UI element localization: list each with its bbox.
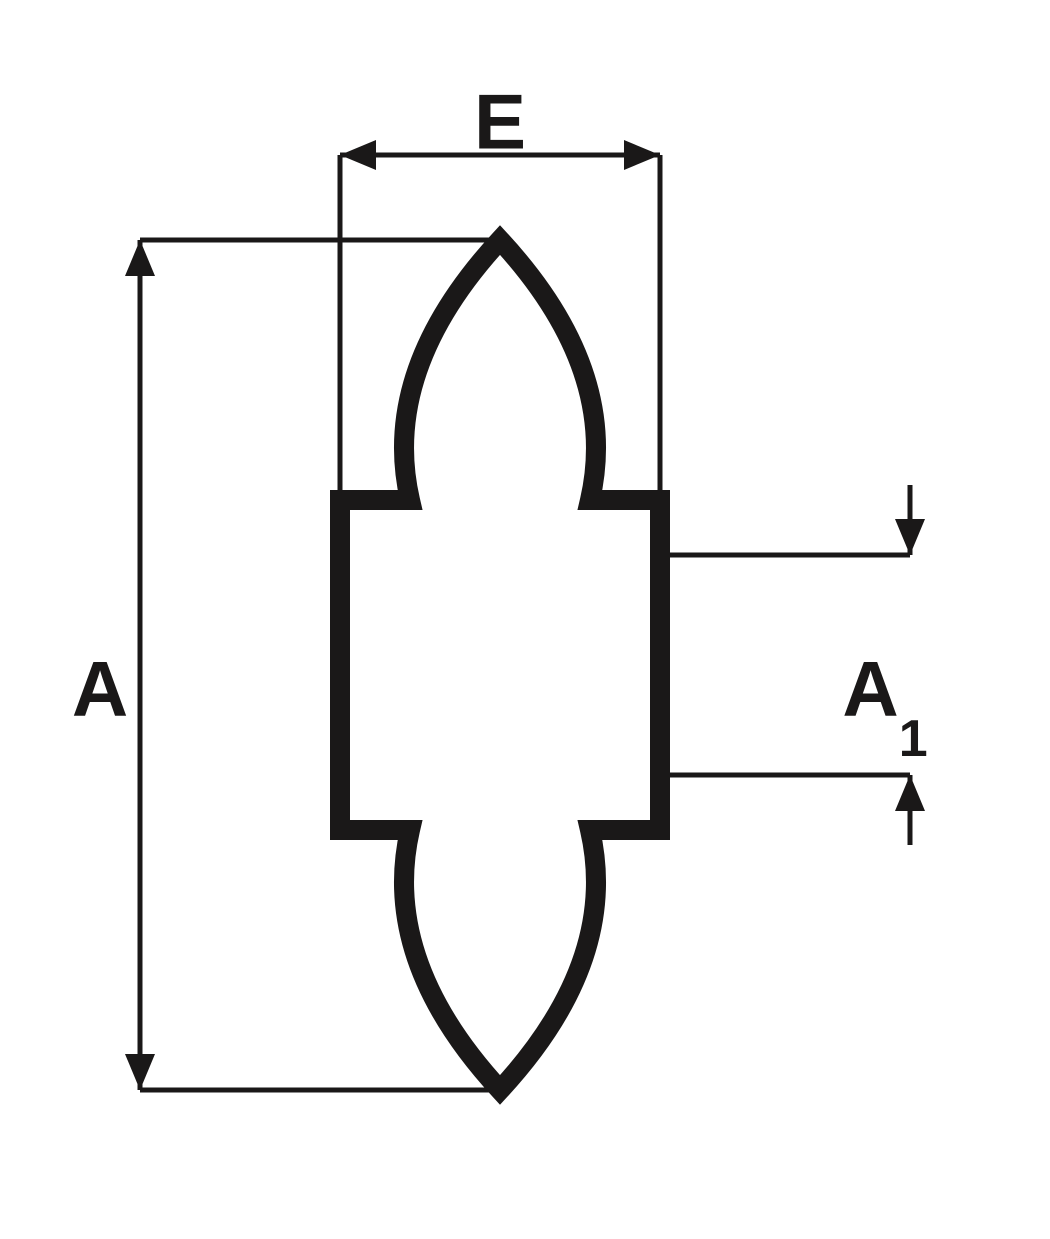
arrowhead [340, 140, 376, 170]
label-E: E [474, 78, 526, 166]
arrowhead [125, 240, 155, 276]
profile-outline [340, 240, 660, 1090]
arrowhead [895, 519, 925, 555]
dimension-diagram: E A A1 [0, 0, 1050, 1239]
label-A1-sub: 1 [899, 710, 928, 768]
label-A: A [72, 645, 128, 733]
label-A1: A1 [842, 645, 927, 768]
arrowhead [624, 140, 660, 170]
arrowhead [125, 1054, 155, 1090]
arrowhead [895, 775, 925, 811]
